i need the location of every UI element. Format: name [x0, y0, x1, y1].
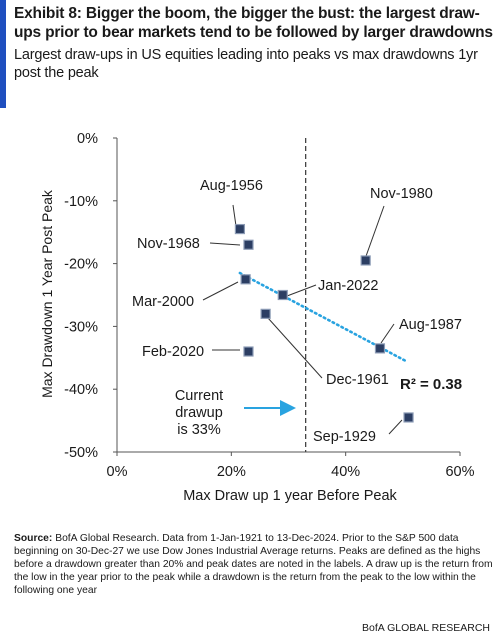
- y-tick-label: -10%: [64, 194, 98, 210]
- leader-line: [364, 205, 385, 260]
- leader-line: [232, 204, 237, 227]
- y-tick-label: -30%: [64, 319, 98, 335]
- annotations-group: R² = 0.38 Current drawup is 33% Aug-1956 Nov-…: [132, 138, 462, 452]
- leader-line: [267, 317, 323, 379]
- y-tick-label: -40%: [64, 382, 98, 398]
- leader-line: [388, 419, 403, 435]
- current-drawup-label-line: drawup: [175, 405, 223, 421]
- leader-line: [209, 242, 241, 246]
- accent-bar: [0, 0, 6, 108]
- points-group: [234, 223, 414, 423]
- point-label: Mar-2000: [132, 294, 194, 310]
- y-tick-label: 0%: [77, 131, 98, 147]
- x-tick-label: 40%: [331, 464, 360, 480]
- footer-brand: BofA GLOBAL RESEARCH: [362, 622, 490, 634]
- x-tick-label: 60%: [445, 464, 474, 480]
- r-squared-label: R² = 0.38: [400, 376, 462, 393]
- data-point: [403, 412, 414, 423]
- data-point: [374, 343, 386, 354]
- data-point: [240, 274, 251, 285]
- x-axis-label: Max Draw up 1 year Before Peak: [183, 488, 397, 504]
- data-point: [243, 346, 254, 357]
- point-label: Nov-1980: [370, 186, 433, 202]
- source-label: Source:: [14, 533, 53, 544]
- data-point: [234, 223, 246, 235]
- x-tick-label: 0%: [107, 464, 128, 480]
- leader-line: [380, 323, 395, 344]
- current-drawup-label: Current drawup is 33%: [175, 388, 223, 438]
- leader-line: [286, 284, 317, 297]
- source-note: Source: BofA Global Research. Data from …: [14, 532, 494, 597]
- source-text: BofA Global Research. Data from 1-Jan-19…: [14, 533, 493, 596]
- point-label: Nov-1968: [137, 236, 200, 252]
- data-point: [260, 308, 271, 319]
- point-label: Aug-1987: [399, 317, 462, 333]
- data-point: [277, 289, 288, 301]
- data-point: [243, 239, 254, 250]
- point-label: Dec-1961: [326, 372, 389, 388]
- point-label: Feb-2020: [142, 344, 204, 360]
- current-drawup-label-line: Current: [175, 388, 223, 404]
- point-label: Aug-1956: [200, 178, 263, 194]
- y-tick-label: -20%: [64, 257, 98, 273]
- axes-group: 0% -10% -20% -30% -40% -50% 0% 20% 40% 60%: [64, 131, 474, 480]
- x-tick-label: 20%: [217, 464, 246, 480]
- scatter-chart: 0% -10% -20% -30% -40% -50% 0% 20% 40% 60% R² = 0…: [39, 131, 475, 504]
- exhibit-subtitle: Largest draw-ups in US equities leading …: [14, 47, 478, 81]
- y-tick-label: -50%: [64, 445, 98, 461]
- point-label: Jan-2022: [318, 278, 378, 294]
- y-axis-label: Max Drawdown 1 Year Post Peak: [39, 189, 55, 398]
- exhibit-title: Exhibit 8: Bigger the boom, the bigger t…: [14, 5, 493, 41]
- point-label: Sep-1929: [313, 429, 376, 445]
- current-drawup-label-line: is 33%: [177, 422, 221, 438]
- data-point: [360, 255, 371, 266]
- leader-line: [202, 281, 239, 301]
